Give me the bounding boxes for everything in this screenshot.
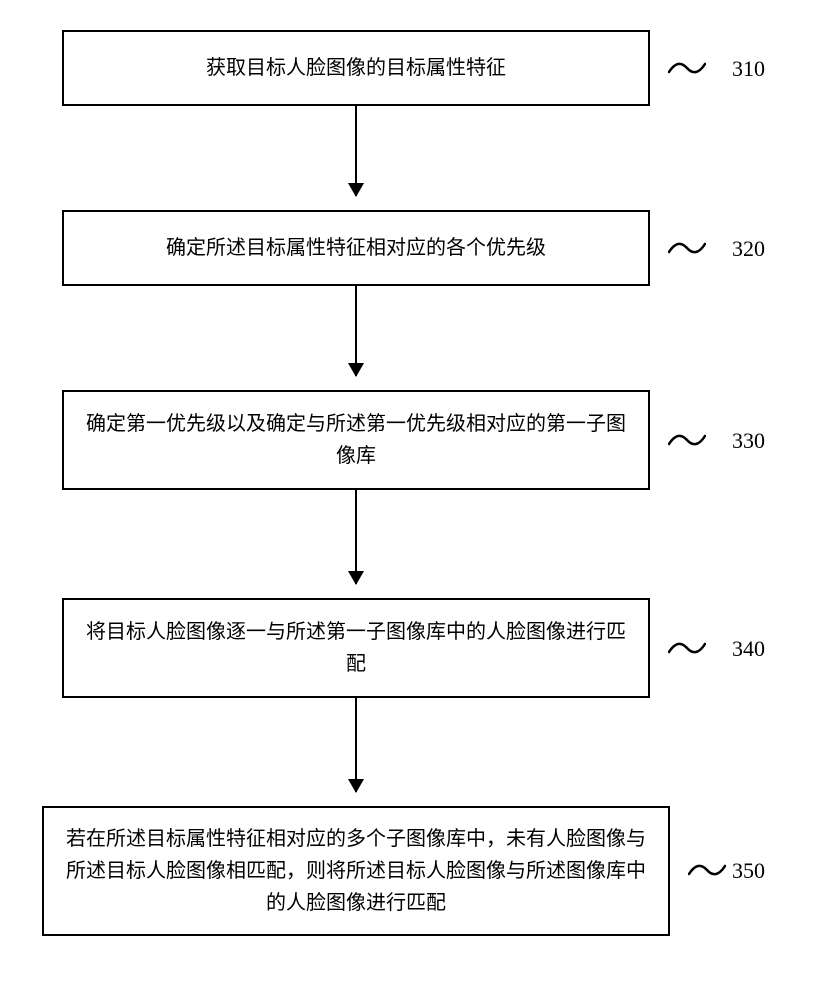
step-label-320: 320: [732, 236, 765, 262]
arrow-down-icon: [355, 490, 357, 584]
tilde-icon: [668, 238, 706, 258]
node-text: 若在所述目标属性特征相对应的多个子图像库中，未有人脸图像与所述目标人脸图像相匹配…: [58, 823, 654, 919]
step-label-330: 330: [732, 428, 765, 454]
node-text: 获取目标人脸图像的目标属性特征: [206, 52, 506, 84]
flow-node-350: 若在所述目标属性特征相对应的多个子图像库中，未有人脸图像与所述目标人脸图像相匹配…: [42, 806, 670, 936]
step-label-310: 310: [732, 56, 765, 82]
arrow-down-icon: [355, 698, 357, 792]
tilde-icon: [668, 430, 706, 450]
tilde-icon: [668, 58, 706, 78]
flow-node-310: 获取目标人脸图像的目标属性特征: [62, 30, 650, 106]
flow-node-330: 确定第一优先级以及确定与所述第一优先级相对应的第一子图像库: [62, 390, 650, 490]
tilde-icon: [688, 860, 726, 880]
node-text: 将目标人脸图像逐一与所述第一子图像库中的人脸图像进行匹配: [78, 616, 634, 680]
node-text: 确定所述目标属性特征相对应的各个优先级: [166, 232, 546, 264]
tilde-icon: [668, 638, 706, 658]
arrow-down-icon: [355, 286, 357, 376]
flowchart-canvas: 获取目标人脸图像的目标属性特征 确定所述目标属性特征相对应的各个优先级 确定第一…: [0, 0, 817, 1000]
node-text: 确定第一优先级以及确定与所述第一优先级相对应的第一子图像库: [78, 408, 634, 472]
flow-node-340: 将目标人脸图像逐一与所述第一子图像库中的人脸图像进行匹配: [62, 598, 650, 698]
step-label-350: 350: [732, 858, 765, 884]
flow-node-320: 确定所述目标属性特征相对应的各个优先级: [62, 210, 650, 286]
step-label-340: 340: [732, 636, 765, 662]
arrow-down-icon: [355, 106, 357, 196]
